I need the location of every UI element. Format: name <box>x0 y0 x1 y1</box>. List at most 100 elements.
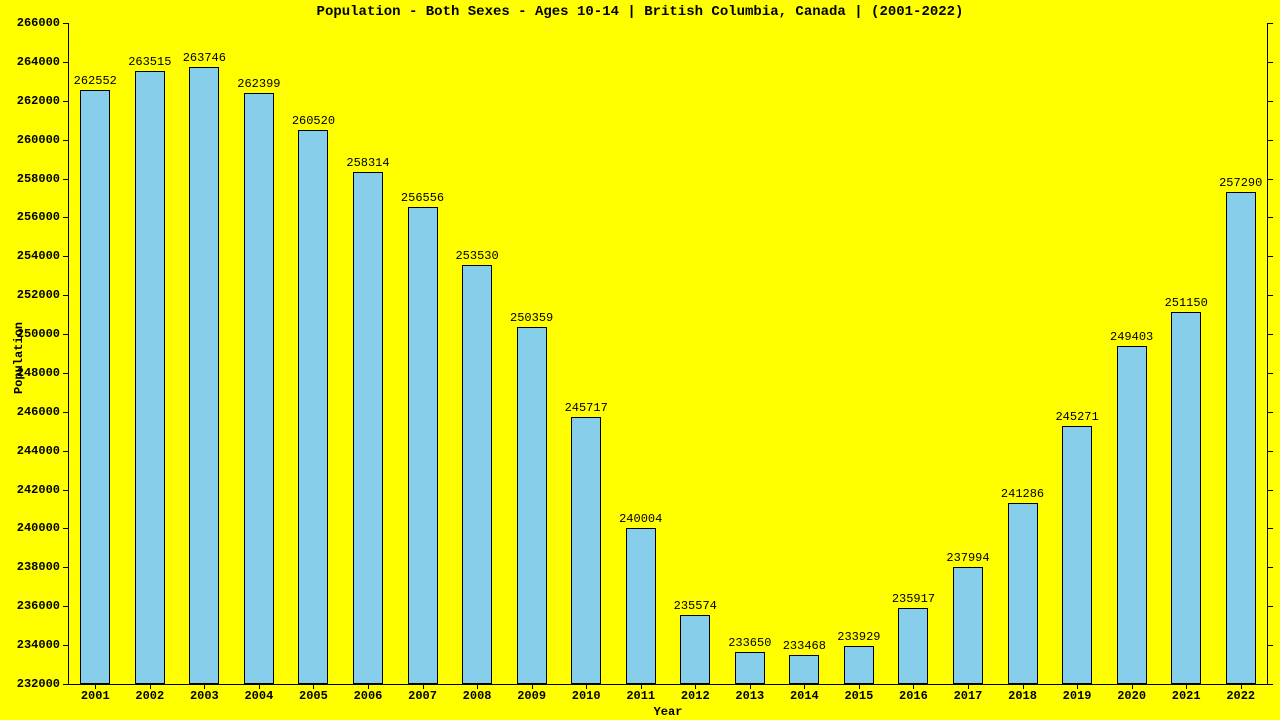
bar <box>571 417 601 684</box>
xtick-label: 2013 <box>723 689 778 703</box>
ytick-mark <box>63 412 68 413</box>
ytick-mark <box>63 140 68 141</box>
ytick-mark-right <box>1268 256 1273 257</box>
xtick-label: 2004 <box>232 689 287 703</box>
bar <box>462 265 492 684</box>
xtick-label: 2009 <box>504 689 559 703</box>
ytick-mark <box>63 684 68 685</box>
bar-value-label: 257290 <box>1213 176 1268 190</box>
xtick-label: 2021 <box>1159 689 1214 703</box>
bar <box>298 130 328 684</box>
bar <box>189 67 219 684</box>
xtick-label: 2020 <box>1104 689 1159 703</box>
ytick-mark <box>63 23 68 24</box>
bar-value-label: 253530 <box>450 249 505 263</box>
ytick-mark <box>63 528 68 529</box>
x-axis-spine <box>68 684 1268 685</box>
bar <box>244 93 274 684</box>
xtick-label: 2012 <box>668 689 723 703</box>
ytick-mark <box>63 295 68 296</box>
ytick-mark <box>63 645 68 646</box>
ytick-label: 256000 <box>17 210 60 224</box>
ytick-mark <box>63 217 68 218</box>
bar-value-label: 260520 <box>286 114 341 128</box>
bar-value-label: 233650 <box>723 636 778 650</box>
ytick-label: 252000 <box>17 288 60 302</box>
ytick-mark <box>63 490 68 491</box>
population-bar-chart: Population - Both Sexes - Ages 10-14 | B… <box>0 0 1280 720</box>
bar <box>844 646 874 684</box>
ytick-mark-right <box>1268 528 1273 529</box>
bar-value-label: 235574 <box>668 599 723 613</box>
ytick-mark-right <box>1268 490 1273 491</box>
xtick-label: 2017 <box>941 689 996 703</box>
ytick-mark-right <box>1268 217 1273 218</box>
xtick-label: 2019 <box>1050 689 1105 703</box>
bar-value-label: 256556 <box>395 191 450 205</box>
ytick-mark <box>63 101 68 102</box>
xtick-label: 2016 <box>886 689 941 703</box>
ytick-mark <box>63 62 68 63</box>
ytick-mark <box>63 567 68 568</box>
ytick-label: 242000 <box>17 483 60 497</box>
ytick-label: 254000 <box>17 249 60 263</box>
xtick-label: 2008 <box>450 689 505 703</box>
bar-value-label: 241286 <box>995 487 1050 501</box>
ytick-label: 260000 <box>17 133 60 147</box>
ytick-label: 266000 <box>17 16 60 30</box>
bar-value-label: 245717 <box>559 401 614 415</box>
ytick-mark-right <box>1268 606 1273 607</box>
bar <box>789 655 819 684</box>
ytick-mark-right <box>1268 101 1273 102</box>
chart-title: Population - Both Sexes - Ages 10-14 | B… <box>0 4 1280 20</box>
bar <box>408 207 438 684</box>
bar-value-label: 240004 <box>613 512 668 526</box>
ytick-mark <box>63 179 68 180</box>
ytick-label: 240000 <box>17 521 60 535</box>
bar-value-label: 245271 <box>1050 410 1105 424</box>
y-axis-right-spine <box>1267 23 1268 684</box>
bar-value-label: 235917 <box>886 592 941 606</box>
bar-value-label: 237994 <box>941 551 996 565</box>
ytick-mark <box>63 256 68 257</box>
bar-value-label: 263746 <box>177 51 232 65</box>
ytick-label: 262000 <box>17 94 60 108</box>
ytick-label: 238000 <box>17 560 60 574</box>
ytick-mark-right <box>1268 567 1273 568</box>
bar-value-label: 233929 <box>832 630 887 644</box>
y-axis-left-spine <box>68 23 69 684</box>
xtick-label: 2005 <box>286 689 341 703</box>
ytick-mark-right <box>1268 295 1273 296</box>
ytick-label: 258000 <box>17 172 60 186</box>
bar <box>80 90 110 684</box>
ytick-label: 244000 <box>17 444 60 458</box>
ytick-mark-right <box>1268 140 1273 141</box>
xtick-label: 2015 <box>832 689 887 703</box>
bar-value-label: 262399 <box>232 77 287 91</box>
ytick-label: 232000 <box>17 677 60 691</box>
ytick-mark-right <box>1268 23 1273 24</box>
ytick-label: 234000 <box>17 638 60 652</box>
ytick-mark <box>63 334 68 335</box>
ytick-mark-right <box>1268 179 1273 180</box>
y-axis-label: Population <box>12 321 26 393</box>
bar <box>1171 312 1201 684</box>
ytick-label: 246000 <box>17 405 60 419</box>
ytick-label: 236000 <box>17 599 60 613</box>
bar <box>898 608 928 684</box>
bar <box>953 567 983 684</box>
bar <box>1062 426 1092 684</box>
bar-value-label: 249403 <box>1104 330 1159 344</box>
xtick-label: 2003 <box>177 689 232 703</box>
xtick-label: 2002 <box>123 689 178 703</box>
xtick-label: 2010 <box>559 689 614 703</box>
bar <box>135 71 165 684</box>
bar <box>735 652 765 684</box>
bar <box>680 615 710 684</box>
x-axis-label: Year <box>68 705 1268 719</box>
ytick-mark-right <box>1268 451 1273 452</box>
bar-value-label: 233468 <box>777 639 832 653</box>
xtick-label: 2001 <box>68 689 123 703</box>
xtick-label: 2022 <box>1213 689 1268 703</box>
ytick-mark-right <box>1268 334 1273 335</box>
